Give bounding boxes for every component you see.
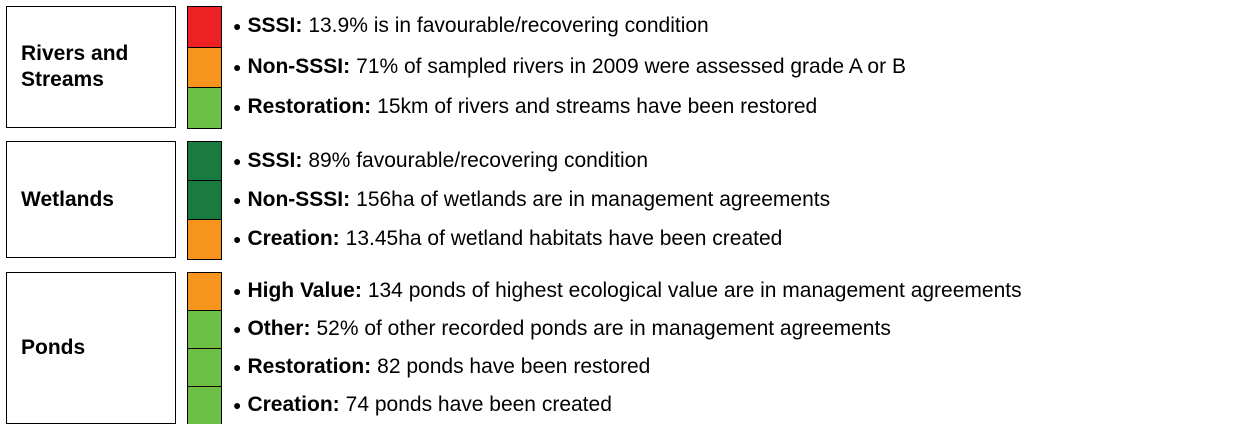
bullet-item: ● Other: 52% of other recorded ponds are i…	[233, 310, 891, 348]
status-indicator	[187, 272, 222, 312]
section-label: Rivers and Streams	[6, 6, 176, 128]
item-term: Other:	[247, 317, 311, 340]
bullet-item: ● High Value: 134 ponds of highest ecologi…	[233, 272, 1022, 310]
item-term: Creation:	[247, 393, 340, 416]
bullet-item: ● SSSI: 89% favourable/recovering conditio…	[233, 141, 648, 180]
item-term: Restoration:	[247, 95, 372, 119]
label-text: Ponds	[21, 336, 86, 359]
item-text: 71% of sampled rivers in 2009 were asses…	[356, 54, 906, 78]
item-text: 89% favourable/recovering condition	[308, 148, 649, 172]
item-term: Restoration:	[247, 355, 372, 378]
item-text: 134 ponds of highest ecological value ar…	[367, 279, 1022, 302]
item-text: 156ha of wetlands are in management agre…	[356, 187, 831, 211]
item-term: High Value:	[247, 279, 362, 302]
bullet: ●	[233, 152, 242, 169]
item-term: Non-SSSI:	[247, 187, 351, 211]
status-indicator	[187, 141, 222, 182]
section-label: Ponds	[6, 272, 176, 424]
bullet: ●	[233, 18, 242, 35]
item-text: 13.45ha of wetland habitats have been cr…	[345, 226, 783, 250]
bullet: ●	[233, 58, 242, 75]
bullet: ●	[233, 283, 242, 299]
bullet-item: ● Restoration: 15km of rivers and streams …	[233, 87, 817, 128]
item-term: Creation:	[247, 226, 340, 250]
label-text: Rivers and Streams	[21, 41, 129, 91]
status-indicator	[187, 180, 222, 221]
item-term: Non-SSSI:	[247, 54, 351, 78]
item-text: 13.9% is in favourable/recovering condit…	[308, 14, 709, 38]
status-indicator	[187, 6, 222, 48]
item-text: 52% of other recorded ponds are in manag…	[316, 317, 891, 340]
bullet: ●	[233, 321, 242, 337]
label-text: Wetlands	[21, 187, 114, 211]
item-text: 82 ponds have been restored	[377, 355, 651, 378]
bullet-item: ● SSSI: 13.9% is in favourable/recovering …	[233, 6, 709, 47]
item-term: SSSI:	[247, 148, 303, 172]
status-indicator	[187, 219, 222, 260]
bullet: ●	[233, 99, 242, 116]
status-indicator	[187, 310, 222, 350]
bullet-item: ● Creation: 13.45ha of wetland habitats ha…	[233, 219, 782, 258]
bullet: ●	[233, 191, 242, 208]
status-indicator	[187, 87, 222, 129]
bullet-item: ● Non-SSSI: 71% of sampled rivers in 2009 …	[233, 47, 906, 88]
status-indicator	[187, 386, 222, 424]
bullet: ●	[233, 230, 242, 247]
bullet: ●	[233, 397, 242, 413]
section-label: Wetlands	[6, 141, 176, 258]
bullet-item: ● Restoration: 82 ponds have been restored	[233, 348, 650, 386]
bullet: ●	[233, 359, 242, 375]
bullet-item: ● Non-SSSI: 156ha of wetlands are in manag…	[233, 180, 830, 219]
item-text: 74 ponds have been created	[345, 393, 612, 416]
status-indicator	[187, 348, 222, 388]
bullet-item: ● Creation: 74 ponds have been created	[233, 386, 612, 424]
item-text: 15km of rivers and streams have been res…	[377, 95, 818, 119]
status-indicator	[187, 46, 222, 89]
item-term: SSSI:	[247, 14, 303, 38]
